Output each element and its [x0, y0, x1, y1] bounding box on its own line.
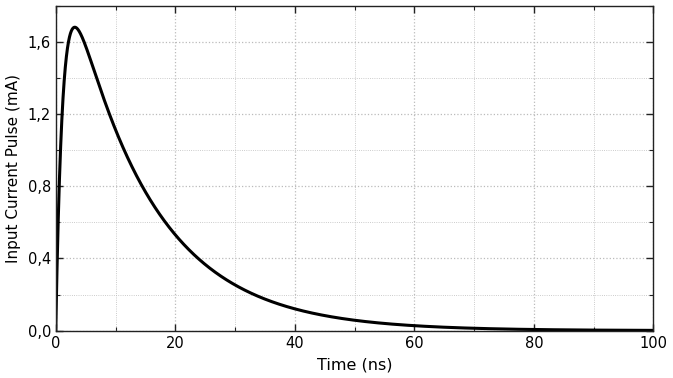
Y-axis label: Input Current Pulse (mA): Input Current Pulse (mA) — [5, 74, 21, 263]
X-axis label: Time (ns): Time (ns) — [317, 358, 392, 372]
